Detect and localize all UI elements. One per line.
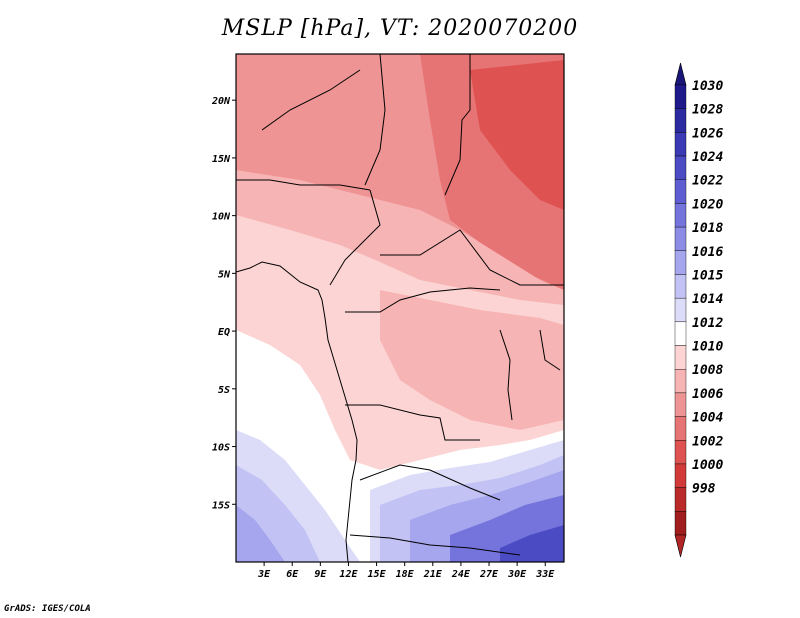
plot-title: MSLP [hPa], VT: 2020070200 [221, 16, 579, 41]
field-sudan-core [470, 60, 564, 210]
lon-tick-label: 27E [479, 569, 499, 580]
lon-tick-label: 18E [396, 569, 415, 580]
lat-tick-label: 5N [218, 269, 231, 280]
border-line [345, 287, 501, 313]
colorbar: 1030 1028 1026 1024 1022 1020 1018 1016 1015 1014… [674, 62, 723, 558]
colorbar-swatch [674, 132, 687, 157]
field-congo-band [380, 290, 564, 430]
colorbar-swatch [674, 511, 687, 536]
lon-tick-label: 15E [368, 569, 387, 580]
colorbar-label: 1026 [692, 126, 723, 141]
colorbar-label: 1022 [692, 174, 723, 189]
lat-tick-label: 20N [211, 96, 231, 107]
colorbar-label: 1030 [692, 79, 723, 94]
colorbar-label: 1015 [692, 268, 723, 283]
colorbar-swatch [674, 487, 687, 512]
colorbar-label: 1028 [692, 103, 723, 118]
colorbar-swatch [674, 203, 687, 228]
border-line [364, 54, 386, 186]
colorbar-swatch [674, 84, 687, 109]
lon-tick-label: 12E [339, 569, 358, 580]
border-line [444, 54, 471, 196]
colorbar-swatch [674, 321, 687, 346]
colorbar-label: 1008 [692, 363, 723, 378]
border-line [236, 179, 371, 191]
colorbar-label: 1012 [692, 316, 723, 331]
border-line [345, 404, 480, 441]
pressure-field [236, 54, 564, 562]
colorbar-swatch [674, 179, 687, 204]
lat-tick-label: 10S [212, 443, 230, 454]
lon-tick-label: 3E [257, 569, 271, 580]
border-line [329, 189, 381, 286]
lat-tick-label: 10N [212, 212, 231, 223]
colorbar-bottom-arrow [674, 534, 687, 558]
lon-tick-label: 30E [507, 569, 527, 580]
lat-tick-label: EQ [218, 327, 230, 338]
lon-tick-label: 9E [314, 569, 327, 580]
colorbar-label: 1020 [692, 197, 723, 212]
field-south-high-4 [500, 525, 564, 562]
colorbar-label: 1014 [692, 292, 723, 307]
border-line [380, 229, 564, 286]
map-frame [235, 53, 565, 563]
grads-credit: GrADS: IGES/COLA [4, 604, 91, 614]
longitude-axis: 3E 6E 9E 12E 15E 18E 21E 24E 27E 30E 33E [257, 562, 555, 580]
colorbar-swatch [674, 226, 687, 251]
colorbar-label: 1024 [692, 150, 723, 165]
colorbar-swatch [674, 108, 687, 133]
colorbar-label: 1002 [692, 434, 723, 449]
colorbar-swatch [674, 345, 687, 370]
colorbar-swatch [674, 369, 687, 394]
colorbar-label: 1000 [692, 458, 723, 473]
lat-tick-label: 5S [218, 385, 230, 396]
border-line [359, 464, 501, 501]
border-line [539, 329, 561, 371]
border-line [499, 329, 513, 421]
colorbar-swatch [674, 416, 687, 441]
colorbar-swatch [674, 463, 687, 488]
lon-tick-label: 21E [423, 569, 443, 580]
latitude-axis: 20N 15N 10N 5N EQ 5S 10S 15S [211, 96, 236, 511]
lon-tick-label: 6E [286, 569, 299, 580]
lat-tick-label: 15N [212, 154, 231, 165]
colorbar-label: 1016 [692, 245, 723, 260]
colorbar-label: 1006 [692, 387, 723, 402]
border-line [349, 534, 521, 556]
coastline [236, 261, 358, 562]
lon-tick-label: 24E [451, 569, 471, 580]
lat-tick-label: 15S [212, 500, 230, 511]
colorbar-swatch [674, 392, 687, 417]
colorbar-swatch [674, 440, 687, 465]
colorbar-swatch [674, 155, 687, 180]
colorbar-swatch [674, 274, 687, 299]
colorbar-label: 1010 [692, 340, 723, 355]
colorbar-swatch [674, 297, 687, 323]
lon-tick-label: 33E [535, 569, 555, 580]
colorbar-swatch [674, 250, 687, 275]
colorbar-label: 1004 [692, 411, 723, 426]
border-line [261, 69, 361, 131]
colorbar-label: 998 [692, 482, 716, 497]
coastline-and-borders [236, 54, 564, 562]
colorbar-label: 1018 [692, 221, 723, 236]
colorbar-top-arrow [674, 62, 687, 86]
